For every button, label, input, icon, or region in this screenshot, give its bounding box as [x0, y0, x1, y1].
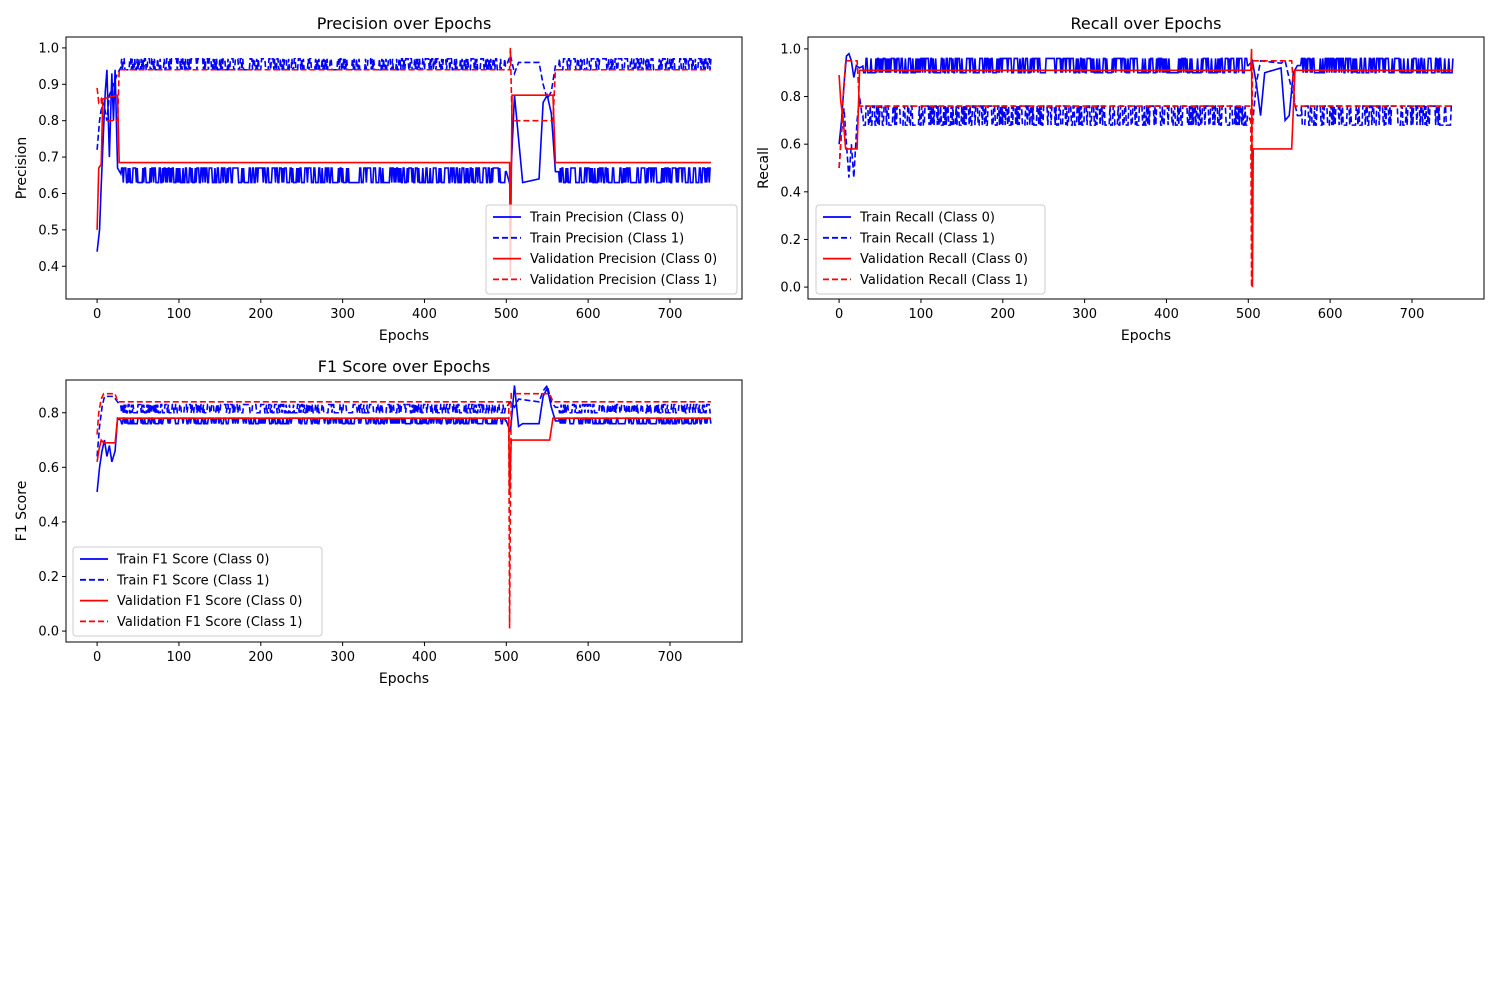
legend-label: Validation Precision (Class 1)	[530, 273, 717, 288]
legend-box	[815, 204, 1046, 295]
legend-label: Train Recall (Class 0)	[859, 211, 995, 226]
x-axis-label: Epochs	[379, 671, 429, 687]
legend-label: Train F1 Score (Class 1)	[116, 573, 270, 588]
series-line-1	[96, 383, 711, 457]
y-tick-label: 0.8	[38, 406, 59, 421]
y-tick-label: 0.4	[38, 260, 59, 275]
axes-frame	[807, 36, 1485, 300]
x-tick-label: 400	[412, 307, 437, 322]
chart-title: Recall over Epochs	[1071, 14, 1222, 33]
panel-recall: Recall over Epochs 0 100 200 300 400 500 600 700…	[756, 14, 1485, 344]
series-lines	[838, 48, 1454, 288]
y-axis-label: Recall	[756, 147, 772, 189]
x-tick-label: 500	[1236, 307, 1261, 322]
y-tick-label: 0.6	[38, 187, 59, 202]
x-tick-label: 700	[658, 307, 683, 322]
y-tick-label: 0.5	[38, 223, 59, 238]
legend-label: Validation Recall (Class 0)	[860, 252, 1028, 267]
legend-label: Validation F1 Score (Class 0)	[117, 594, 303, 609]
y-tick-label: 0.6	[38, 461, 59, 476]
axes-frame	[65, 379, 743, 643]
legend-label: Train Precision (Class 1)	[529, 231, 684, 246]
series-line-2	[96, 94, 711, 278]
panel-precision: Precision over Epochs 0 100 200 300 400 500 600…	[14, 14, 743, 344]
legend-label: Validation F1 Score (Class 1)	[117, 615, 303, 630]
x-tick-label: 500	[494, 650, 519, 665]
x-tick-label: 0	[835, 307, 843, 322]
y-axis-label: Precision	[14, 137, 30, 199]
y-tick-label: 1.0	[780, 42, 801, 57]
x-tick-label: 100	[167, 650, 192, 665]
x-tick-label: 300	[1072, 307, 1097, 322]
x-tick-label: 600	[576, 650, 601, 665]
legend: Train F1 Score (Class 0) Train F1 Score (…	[72, 546, 323, 637]
series-lines	[96, 47, 712, 278]
x-tick-label: 600	[1318, 307, 1343, 322]
chart-title: F1 Score over Epochs	[318, 357, 490, 376]
y-tick-label: 0.8	[38, 114, 59, 129]
y-tick-label: 0.2	[38, 570, 59, 585]
y-tick-label: 0.0	[780, 281, 801, 296]
legend: Train Recall (Class 0) Train Recall (Clas…	[815, 204, 1046, 295]
legend-label: Validation Precision (Class 0)	[530, 252, 717, 267]
x-tick-label: 300	[330, 307, 355, 322]
x-tick-label: 200	[248, 307, 273, 322]
x-tick-label: 0	[93, 307, 101, 322]
series-line-1	[838, 59, 1453, 178]
x-tick-label: 600	[576, 307, 601, 322]
legend-label: Validation Recall (Class 1)	[860, 273, 1028, 288]
x-axis-label: Epochs	[379, 328, 429, 344]
y-tick-label: 0.4	[38, 515, 59, 530]
series-line-0	[96, 69, 711, 252]
y-tick-label: 1.0	[38, 41, 59, 56]
x-tick-label: 700	[1400, 307, 1425, 322]
x-tick-label: 200	[248, 650, 273, 665]
y-tick-label: 0.2	[780, 233, 801, 248]
x-tick-label: 400	[1154, 307, 1179, 322]
series-line-3	[96, 392, 711, 629]
y-tick-label: 0.6	[780, 138, 801, 153]
panel-f1: F1 Score over Epochs 0 100 200 300 400 500 600 7…	[14, 357, 743, 687]
legend-label: Train Precision (Class 0)	[529, 211, 684, 226]
axes-frame	[65, 36, 743, 300]
x-tick-label: 100	[167, 307, 192, 322]
y-tick-label: 0.9	[38, 78, 59, 93]
legend-label: Train Recall (Class 1)	[859, 231, 995, 246]
y-tick-label: 0.0	[38, 625, 59, 640]
x-tick-label: 0	[93, 650, 101, 665]
x-tick-label: 500	[494, 307, 519, 322]
x-tick-label: 100	[909, 307, 934, 322]
y-tick-label: 0.8	[780, 90, 801, 105]
series-lines	[96, 383, 712, 629]
y-tick-label: 0.7	[38, 151, 59, 166]
x-axis-label: Epochs	[1121, 328, 1171, 344]
y-axis-label: F1 Score	[14, 481, 30, 542]
x-tick-label: 300	[330, 650, 355, 665]
series-line-3	[96, 47, 711, 122]
series-line-3	[838, 60, 1453, 288]
y-tick-label: 0.4	[780, 185, 801, 200]
legend-box	[485, 204, 738, 295]
series-line-2	[96, 417, 711, 495]
series-line-0	[838, 52, 1454, 145]
series-line-2	[838, 48, 1453, 288]
legend: Train Precision (Class 0) Train Precision…	[485, 204, 738, 295]
x-tick-label: 700	[658, 650, 683, 665]
x-tick-label: 200	[990, 307, 1015, 322]
chart-title: Precision over Epochs	[317, 14, 492, 33]
legend-box	[72, 546, 323, 637]
legend-label: Train F1 Score (Class 0)	[116, 553, 270, 568]
x-tick-label: 400	[412, 650, 437, 665]
